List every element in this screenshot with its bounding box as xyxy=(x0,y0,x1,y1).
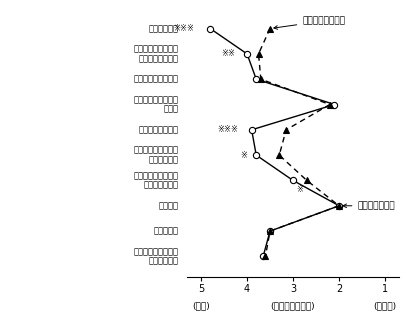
Text: だ落する: だ落する xyxy=(159,201,179,210)
Text: 行動範囲が広がる: 行動範囲が広がる xyxy=(139,125,179,134)
Text: ※※※: ※※※ xyxy=(173,24,194,33)
Text: ※※※: ※※※ xyxy=(217,125,238,134)
Text: (いいえ): (いいえ) xyxy=(374,301,396,310)
Text: 生活にはりができる: 生活にはりができる xyxy=(134,75,179,84)
Text: 友人がふえる: 友人がふえる xyxy=(149,24,179,33)
Text: 非スポーツ訓練群: 非スポーツ訓練群 xyxy=(274,17,345,29)
Text: ※※: ※※ xyxy=(221,49,236,59)
Text: (どちらでもない): (どちらでもない) xyxy=(271,301,315,310)
Text: ※: ※ xyxy=(296,185,304,194)
Text: スポーツ訓練群: スポーツ訓練群 xyxy=(343,201,395,210)
Text: 集団生活に耔えられ
るようになる: 集団生活に耔えられ るようになる xyxy=(134,146,179,164)
Text: クラブやサークルへ
入る動機になる: クラブやサークルへ 入る動機になる xyxy=(134,171,179,190)
Text: (はい): (はい) xyxy=(192,301,210,310)
Text: 規律のある生活をす
るようになる: 規律のある生活をす るようになる xyxy=(134,247,179,266)
Text: 娯楽になる: 娯楽になる xyxy=(154,227,179,236)
Text: 就労の機会や収入が
ふえる: 就労の機会や収入が ふえる xyxy=(134,95,179,114)
Text: 相手のことを考える
態度が養成できる: 相手のことを考える 態度が養成できる xyxy=(134,45,179,63)
Text: ※: ※ xyxy=(240,151,247,160)
